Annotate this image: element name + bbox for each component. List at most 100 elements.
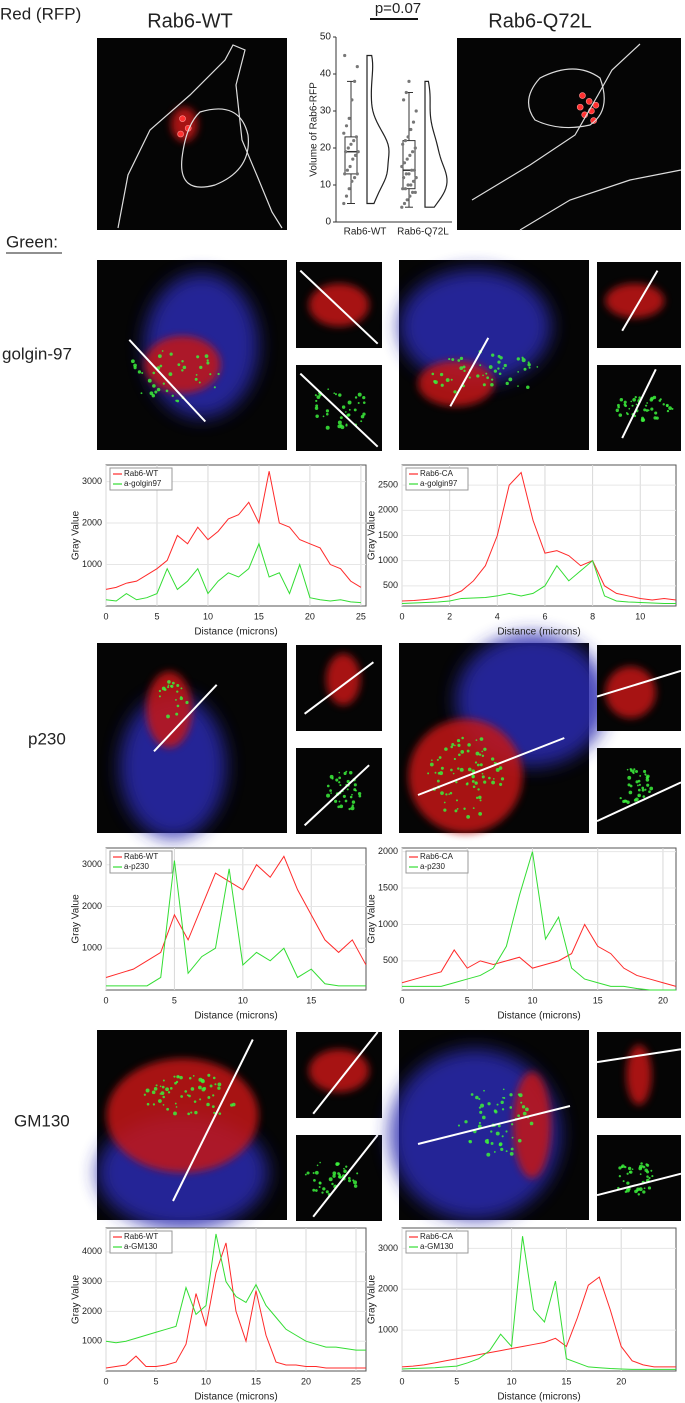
green-dot xyxy=(175,698,177,701)
green-dot xyxy=(314,1170,319,1175)
red-signal xyxy=(106,1058,259,1173)
green-dot xyxy=(444,747,448,751)
green-dot xyxy=(465,782,469,786)
green-dot xyxy=(618,1175,622,1178)
cell-outline xyxy=(471,43,641,201)
profile-line xyxy=(401,559,676,604)
green-dot xyxy=(470,1093,474,1096)
green-dot xyxy=(436,779,440,783)
green-dot xyxy=(312,1188,316,1192)
green-dot xyxy=(490,382,494,387)
data-point xyxy=(401,142,405,146)
green-dot xyxy=(475,751,480,756)
green-dot xyxy=(170,684,174,688)
green-dot xyxy=(631,404,634,407)
green-dot xyxy=(497,360,501,364)
x-axis-label: Distance (microns) xyxy=(194,1392,277,1403)
legend-label: Rab6-WT xyxy=(124,469,158,478)
micrograph xyxy=(596,1032,682,1118)
profile-line xyxy=(312,1134,379,1218)
green-dot xyxy=(487,1102,491,1106)
green-dot xyxy=(152,384,156,388)
data-point xyxy=(400,164,404,169)
y-tick-label: 3000 xyxy=(82,1276,102,1286)
green-dot xyxy=(479,763,483,767)
x-tick-label: 20 xyxy=(616,1376,626,1386)
profile-line xyxy=(401,1276,676,1368)
green-dot xyxy=(626,1172,629,1175)
green-dot xyxy=(351,800,356,804)
green-dot xyxy=(479,799,482,802)
profile-line xyxy=(621,270,659,332)
green-dot xyxy=(641,788,645,792)
green-dot xyxy=(468,1140,473,1144)
green-dot xyxy=(615,408,619,412)
green-dot xyxy=(509,1151,514,1156)
green-dot xyxy=(347,400,352,405)
green-dot xyxy=(230,1103,234,1107)
red-signal xyxy=(308,1049,370,1093)
green-dot xyxy=(463,369,466,373)
green-dot xyxy=(349,795,353,799)
green-dot xyxy=(217,372,220,376)
green-dot xyxy=(510,1147,514,1151)
green-dot xyxy=(162,382,165,385)
green-dot xyxy=(638,1164,643,1169)
profile-line xyxy=(312,1031,379,1115)
green-dot xyxy=(637,1193,641,1196)
profile-line xyxy=(153,684,218,752)
green-dot xyxy=(624,799,628,803)
green-dot xyxy=(629,784,633,788)
green-dot xyxy=(482,374,484,377)
green-dot xyxy=(173,1075,176,1078)
green-dot xyxy=(511,1123,514,1126)
y-tick-label: 1500 xyxy=(378,530,398,540)
profile-line xyxy=(596,1172,682,1197)
green-dot xyxy=(175,1106,178,1108)
data-point xyxy=(402,176,406,180)
green-dot xyxy=(498,1143,502,1147)
data-point xyxy=(405,198,409,202)
red-dot xyxy=(592,101,600,109)
x-tick-label: 15 xyxy=(251,1376,261,1386)
green-dot xyxy=(450,378,453,381)
red-dot xyxy=(177,130,184,138)
green-dot xyxy=(436,758,439,761)
x-tick-label: 6 xyxy=(542,611,547,621)
green-dot xyxy=(168,372,173,377)
green-dot xyxy=(348,807,351,811)
x-tick-label: 5 xyxy=(172,995,177,1005)
green-dot xyxy=(209,1084,213,1088)
data-point xyxy=(344,194,349,198)
y-tick-label: 20 xyxy=(320,143,332,154)
green-dot xyxy=(345,1165,348,1168)
green-dot xyxy=(477,788,480,791)
green-dot xyxy=(641,416,645,420)
green-dot xyxy=(478,1097,481,1101)
x-axis-label: Distance (microns) xyxy=(497,1392,580,1403)
legend-label: a-GM130 xyxy=(124,1242,158,1251)
green-dot xyxy=(198,1077,203,1082)
green-dot xyxy=(218,1112,222,1115)
green-dot xyxy=(190,1087,195,1091)
data-point xyxy=(344,124,349,128)
green-dot xyxy=(348,1179,352,1183)
green-dot xyxy=(175,399,178,402)
green-dot xyxy=(456,739,461,743)
green-dot xyxy=(651,1175,654,1178)
green-dot xyxy=(635,797,639,802)
green-dot xyxy=(339,416,343,420)
data-point xyxy=(353,153,358,157)
green-dot xyxy=(335,778,339,782)
data-point xyxy=(355,65,359,69)
x-tick-label: 0 xyxy=(399,1376,404,1386)
data-point xyxy=(353,79,357,83)
red-signal xyxy=(418,360,494,407)
green-label: Green: xyxy=(6,232,58,251)
green-dot xyxy=(490,757,495,761)
green-dot xyxy=(619,397,624,402)
green-dot xyxy=(630,400,633,403)
green-dot xyxy=(464,1120,468,1124)
green-dot xyxy=(319,1161,321,1164)
green-dot xyxy=(337,420,342,425)
